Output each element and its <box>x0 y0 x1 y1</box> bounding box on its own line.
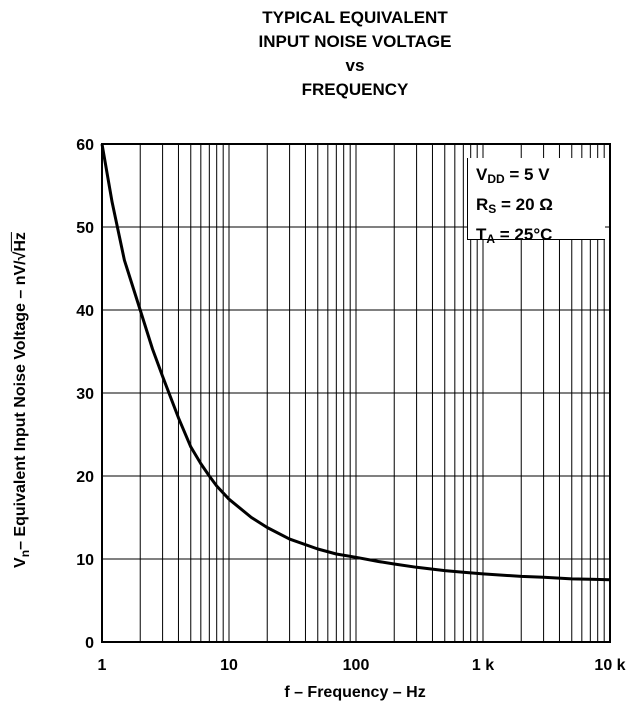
x-tick-label: 1 k <box>472 657 494 674</box>
chart-title: TYPICAL EQUIVALENT INPUT NOISE VOLTAGE v… <box>100 6 610 102</box>
x-tick-label: 1 <box>98 657 107 674</box>
legend-rs-sub: S <box>488 202 497 216</box>
noise-curve <box>100 143 611 582</box>
title-line-3: vs <box>345 56 365 75</box>
x-tick-label: 10 k <box>594 657 625 674</box>
x-tick-label: 100 <box>343 657 370 674</box>
y-tick-label: 60 <box>76 137 94 154</box>
legend-rs-main: R <box>476 195 489 214</box>
y-tick-label: 50 <box>76 220 94 237</box>
x-axis-label: f – Frequency – Hz <box>284 684 426 701</box>
legend-ta-rest: = 25°C <box>495 225 553 244</box>
title-line-2: INPUT NOISE VOLTAGE <box>258 32 452 51</box>
title-line-1: TYPICAL EQUIVALENT <box>262 8 448 27</box>
x-tick-label: 10 <box>220 657 238 674</box>
y-tick-label: 30 <box>76 386 94 403</box>
legend-rs-rest: = 20 Ω <box>496 195 553 214</box>
legend-ta-sub: A <box>486 232 496 246</box>
y-tick-label: 0 <box>85 635 94 652</box>
legend-rs: RS = 20 Ω <box>476 192 605 222</box>
legend: VDD = 5 V RS = 20 Ω TA = 25°C <box>467 158 605 246</box>
title-line-4: FREQUENCY <box>301 80 409 99</box>
legend-vdd-rest: = 5 V <box>504 165 550 184</box>
legend-vdd: VDD = 5 V <box>476 162 605 192</box>
y-tick-label: 40 <box>76 303 94 320</box>
legend-vdd-main: V <box>476 165 488 184</box>
y-tick-label: 20 <box>76 469 94 486</box>
legend-ta-main: T <box>476 225 487 244</box>
legend-ta: TA = 25°C <box>476 222 605 252</box>
legend-vdd-sub: DD <box>487 172 505 186</box>
plot-frame <box>101 143 611 643</box>
y-tick-label: 10 <box>76 552 94 569</box>
